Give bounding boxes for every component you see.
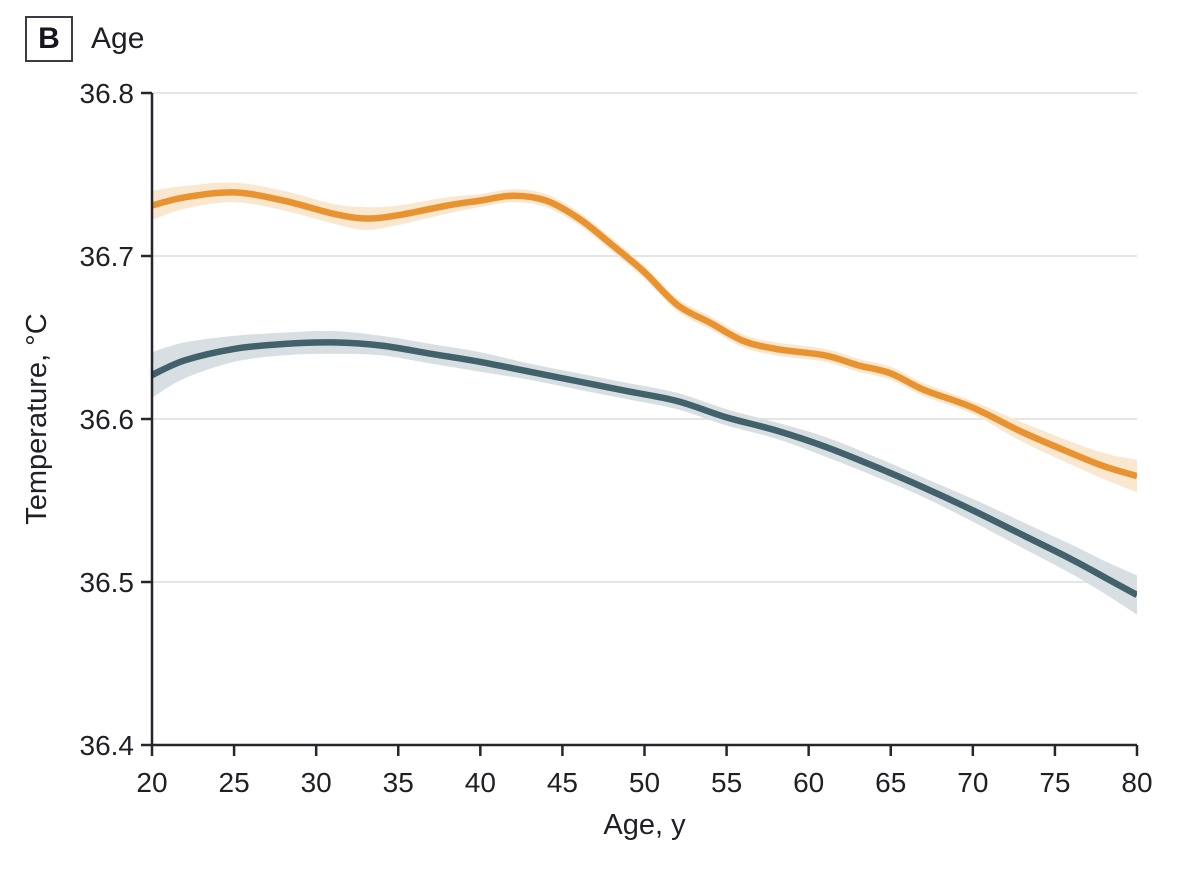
y-tick-label: 36.4: [80, 730, 135, 761]
panel-label-box: B: [25, 16, 73, 62]
y-tick-label: 36.7: [80, 241, 135, 272]
y-tick-label: 36.8: [80, 78, 135, 109]
plot-area: [152, 182, 1137, 615]
y-axis-title: Temperature, °C: [21, 313, 53, 524]
x-tick-label: 30: [301, 767, 332, 798]
x-tick-label: 55: [711, 767, 742, 798]
x-tick-label: 40: [465, 767, 496, 798]
x-tick-label: 65: [875, 767, 906, 798]
x-tick-label: 60: [793, 767, 824, 798]
x-tick-label: 20: [136, 767, 167, 798]
panel-title: Age: [91, 22, 145, 55]
panel-header: B Age: [25, 16, 144, 62]
x-tick-label: 70: [957, 767, 988, 798]
x-tick-label: 45: [547, 767, 578, 798]
y-tick-label: 36.5: [80, 567, 135, 598]
x-tick-label: 80: [1121, 767, 1152, 798]
x-tick-label: 50: [629, 767, 660, 798]
y-tick-label: 36.6: [80, 404, 135, 435]
series-line-orange-curve: [152, 189, 1137, 480]
panel-label: B: [38, 22, 60, 55]
x-tick-label: 35: [383, 767, 414, 798]
x-axis-title: Age, y: [603, 809, 686, 841]
confidence-band-teal-curve: [152, 330, 1137, 615]
x-tick-label: 75: [1039, 767, 1070, 798]
series-line-teal-curve: [152, 339, 1137, 598]
x-tick-label: 25: [219, 767, 250, 798]
